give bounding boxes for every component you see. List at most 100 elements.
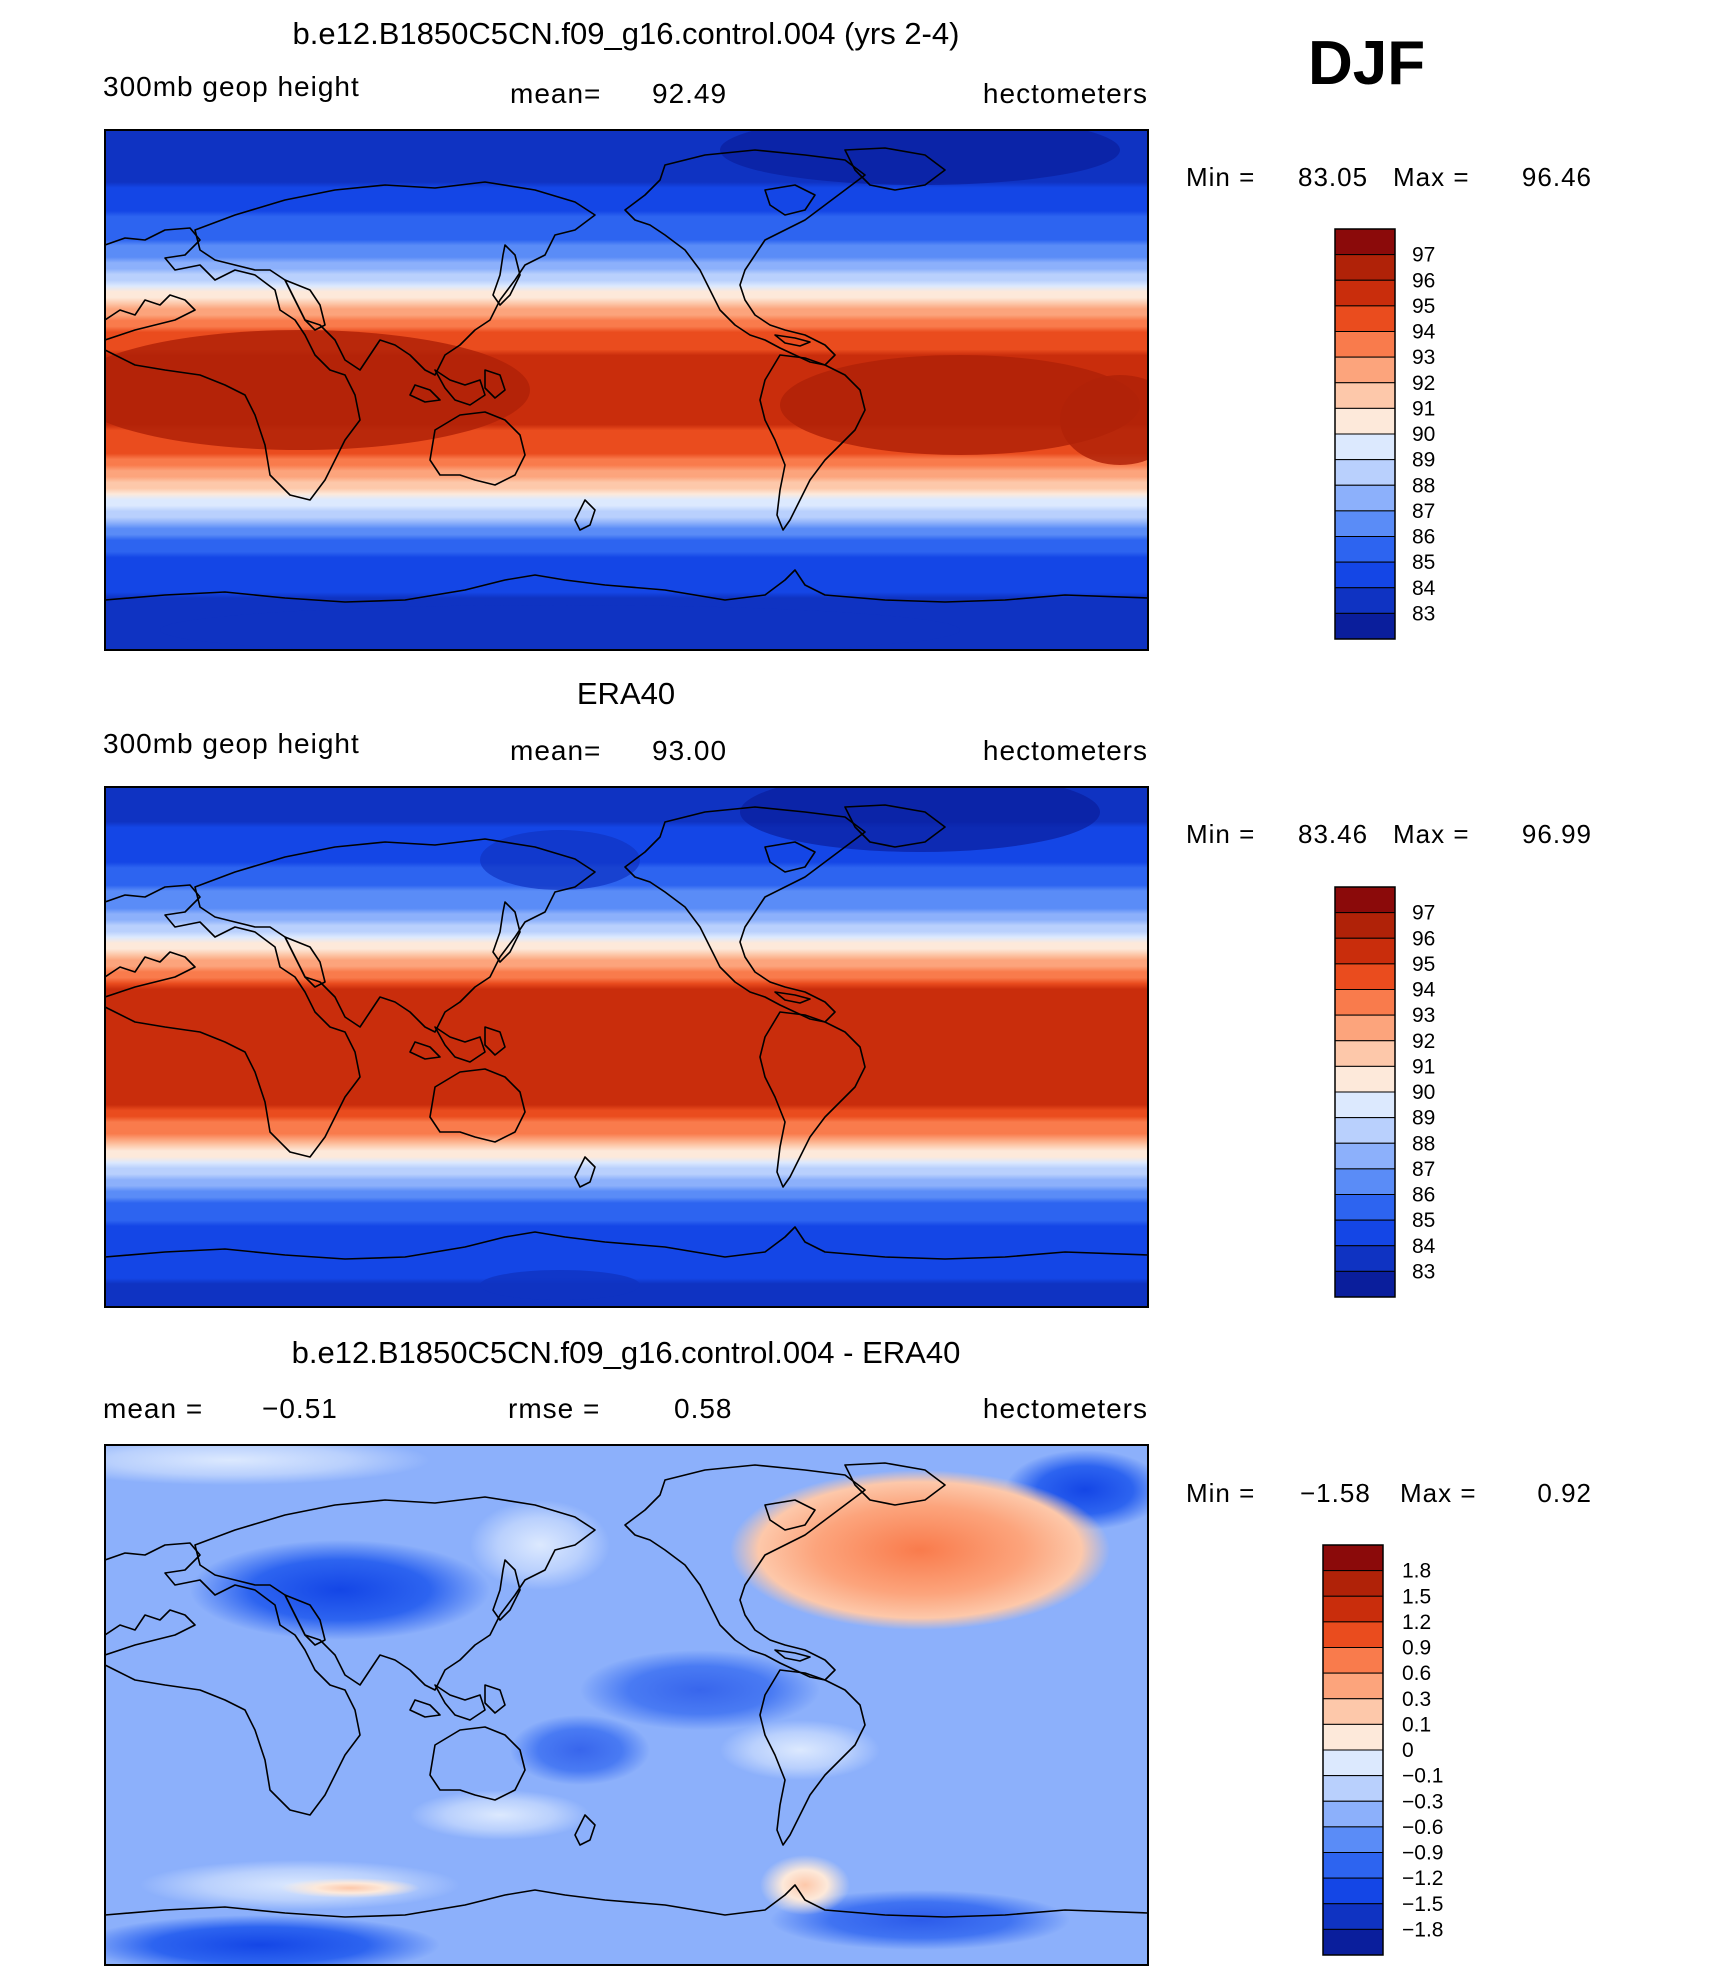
panel-diff-units: hectometers (983, 1393, 1148, 1424)
panel-diff-cold-south-2 (770, 1890, 1070, 1950)
colorbar-model-box-1 (1334, 254, 1396, 281)
panel-diff-cold-south (105, 1915, 440, 1965)
panel-diff-min-value: −1.58 (1300, 1478, 1371, 1508)
panel-diff-cold-asia (190, 1540, 490, 1640)
colorbar-diff-box-12 (1322, 1852, 1384, 1879)
colorbar-model-box-7 (1334, 407, 1396, 435)
panel-diff-title: b.e12.B1850C5CN.f09_g16.control.004 - ER… (292, 1335, 961, 1370)
colorbar-diff-box-2 (1322, 1595, 1384, 1623)
panel-diff-warm-south-pacific (760, 1855, 850, 1915)
colorbar-model-box-0 (1334, 228, 1396, 256)
colorbar-model-box-8 (1334, 433, 1396, 461)
colorbar-obs-box-10 (1334, 1142, 1396, 1170)
colorbar-obs-tick-label: 88 (1412, 1132, 1435, 1155)
panel-diff-frame (104, 1444, 1149, 1966)
colorbar-model-box-11 (1334, 510, 1396, 537)
colorbar-obs-tick-label: 89 (1412, 1107, 1435, 1130)
colorbar-obs-box-0 (1334, 886, 1396, 914)
colorbar-model-tick-label: 95 (1412, 295, 1435, 318)
colorbar-obs-box-11 (1334, 1168, 1396, 1195)
colorbar-model-box-4 (1334, 331, 1396, 358)
colorbar-model-tick-label: 88 (1412, 474, 1435, 497)
colorbar-obs-box-7 (1334, 1065, 1396, 1093)
colorbar-model-tick-label: 91 (1412, 397, 1435, 420)
panel-diff-cold-indian (510, 1715, 650, 1785)
colorbar-model-tick-label: 92 (1412, 372, 1435, 395)
colorbar-diff-box-1 (1322, 1570, 1384, 1597)
colorbar-obs-tick-label: 94 (1412, 979, 1436, 1002)
colorbar-model-tick-label: 93 (1412, 346, 1435, 369)
colorbar-model-box-2 (1334, 279, 1396, 307)
colorbar-obs-tick-label: 95 (1412, 953, 1435, 976)
colorbar-diff-tick-label: −1.5 (1402, 1893, 1443, 1916)
panel-model-units: hectometers (983, 78, 1148, 109)
colorbar-diff-tick-label: 1.8 (1402, 1560, 1431, 1583)
panel-model-max-value: 96.46 (1522, 162, 1592, 192)
colorbar-diff-tick-label: 1.2 (1402, 1611, 1431, 1634)
panel-diff-min-label: Min = (1186, 1478, 1255, 1508)
colorbar-diff-border (1322, 1544, 1384, 1956)
panel-diff: b.e12.B1850C5CN.f09_g16.control.004 - ER… (103, 1335, 1592, 1966)
panel-model-mean-label: mean= (510, 78, 601, 109)
colorbar-diff-tick-label: 0.1 (1402, 1713, 1431, 1736)
colorbar-obs-tick-label: 87 (1412, 1158, 1435, 1181)
panel-model-mean-value: 92.49 (652, 78, 727, 109)
panel-diff-max-label: Max = (1400, 1478, 1477, 1508)
panel-diff-light-band-1 (105, 1445, 430, 1485)
colorbar-model-tick-label: 89 (1412, 449, 1435, 472)
colorbar-model-box-6 (1334, 382, 1396, 409)
colorbar-diff-box-3 (1322, 1621, 1384, 1648)
panel-model-max-label: Max = (1393, 162, 1470, 192)
colorbar-obs-tick-label: 92 (1412, 1030, 1435, 1053)
colorbar-obs-tick-label: 86 (1412, 1184, 1435, 1207)
panel-obs-arctic-low-2 (480, 830, 640, 890)
panel-diff-max-value: 0.92 (1537, 1478, 1592, 1508)
panel-obs-mean-value: 93.00 (652, 735, 727, 766)
panel-model-frame (104, 129, 1149, 651)
colorbar-diff-box-10 (1322, 1800, 1384, 1828)
colorbar-diff-tick-label: 0.9 (1402, 1637, 1431, 1660)
panel-diff-rmse-label: rmse = (508, 1393, 600, 1424)
colorbar-diff-tick-label: −0.1 (1402, 1765, 1443, 1788)
colorbar-diff-box-5 (1322, 1672, 1384, 1700)
colorbar-diff-box-4 (1322, 1647, 1384, 1674)
colorbar-obs-box-8 (1334, 1091, 1396, 1119)
panel-diff-mean-label: mean = (103, 1393, 203, 1424)
colorbar-obs-tick-label: 91 (1412, 1055, 1435, 1078)
panel-model-dark-core-1 (105, 330, 530, 450)
panel-obs-antarctic-low (480, 1270, 640, 1300)
colorbar-model-box-12 (1334, 536, 1396, 563)
panel-obs-max-label: Max = (1393, 819, 1470, 849)
colorbar-obs-border (1334, 886, 1396, 1298)
panel-obs-arctic-low-1 (740, 787, 1100, 852)
colorbar-diff-tick-label: −0.9 (1402, 1842, 1443, 1865)
colorbar-model-box-3 (1334, 305, 1396, 332)
colorbar-obs-tick-label: 84 (1412, 1235, 1436, 1258)
colorbar-diff-tick-label: −0.3 (1402, 1790, 1443, 1813)
panel-diff-mean-value: −0.51 (262, 1393, 338, 1424)
colorbar-obs-tick-label: 97 (1412, 902, 1435, 925)
colorbar-model-box-10 (1334, 484, 1396, 512)
panel-obs-units: hectometers (983, 735, 1148, 766)
colorbar-diff-box-15 (1322, 1928, 1384, 1956)
colorbar-diff-tick-label: −1.8 (1402, 1918, 1443, 1941)
colorbar-obs-box-14 (1334, 1245, 1396, 1272)
colorbar-model-box-14 (1334, 587, 1396, 614)
colorbar-model-tick-label: 96 (1412, 269, 1435, 292)
panel-model-variable: 300mb geop height (103, 71, 360, 102)
panel-diff-light-band-3 (720, 1720, 880, 1780)
panel-diff-warm-north-america (730, 1470, 1110, 1630)
colorbar-diff-tick-label: 0.3 (1402, 1688, 1431, 1711)
colorbar-diff-tick-label: −0.6 (1402, 1816, 1443, 1839)
panel-obs-max-value: 96.99 (1522, 819, 1592, 849)
colorbar-obs-box-6 (1334, 1040, 1396, 1067)
colorbar-obs-tick-label: 96 (1412, 927, 1435, 950)
colorbar-obs-tick-label: 93 (1412, 1004, 1435, 1027)
colorbar-diff-box-7 (1322, 1723, 1384, 1751)
colorbar-diff-box-9 (1322, 1775, 1384, 1802)
panel-model-min-label: Min = (1186, 162, 1255, 192)
colorbar-obs-tick-label: 90 (1412, 1081, 1435, 1104)
colorbar-diff-box-14 (1322, 1903, 1384, 1930)
